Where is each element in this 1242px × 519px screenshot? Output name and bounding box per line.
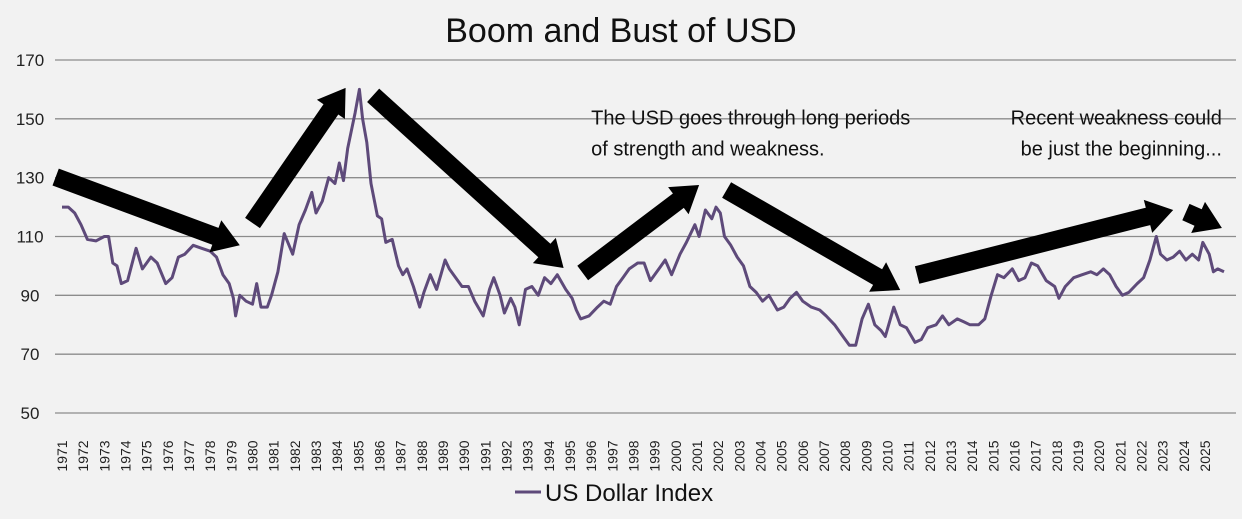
x-tick-label: 1992 (498, 440, 514, 471)
trend-arrow (914, 199, 1174, 284)
x-tick-label: 2004 (752, 440, 768, 471)
x-tick-label: 1984 (329, 440, 345, 471)
annotation-text: be just the beginning... (1021, 139, 1222, 161)
x-tick-label: 1997 (604, 440, 620, 471)
x-tick-label: 2009 (858, 440, 874, 471)
x-tick-label: 2015 (985, 440, 1001, 471)
annotation-text: The USD goes through long periods (591, 108, 910, 130)
annotation-text: Recent weakness could (1011, 108, 1222, 130)
y-tick-label: 70 (21, 345, 40, 364)
x-tick-label: 1988 (414, 440, 430, 471)
x-tick-label: 2017 (1028, 440, 1044, 471)
x-tick-label: 2005 (774, 440, 790, 471)
trend-arrow (1182, 201, 1222, 233)
y-tick-label: 90 (21, 286, 40, 305)
trend-arrow (52, 168, 240, 253)
x-tick-label: 1989 (435, 440, 451, 471)
x-tick-label: 2019 (1070, 440, 1086, 471)
y-tick-label: 110 (16, 228, 43, 247)
x-tick-label: 1974 (117, 440, 133, 471)
x-tick-label: 1977 (181, 440, 197, 471)
y-tick-label: 150 (16, 110, 44, 129)
x-tick-label: 2023 (1155, 440, 1171, 471)
x-tick-label: 1995 (562, 440, 578, 471)
annotation-text: of strength and weakness. (591, 139, 824, 161)
y-tick-label: 170 (16, 51, 44, 70)
x-tick-label: 1971 (54, 440, 70, 471)
x-tick-label: 2016 (1006, 440, 1022, 471)
y-tick-label: 50 (21, 404, 40, 423)
trend-arrow (245, 87, 346, 229)
x-tick-label: 1973 (96, 440, 112, 471)
x-tick-label: 2001 (689, 440, 705, 471)
x-tick-label: 1978 (202, 440, 218, 471)
x-tick-label: 1980 (244, 440, 260, 471)
y-tick-label: 130 (16, 169, 44, 188)
x-tick-label: 1976 (160, 440, 176, 471)
x-tick-label: 1996 (583, 440, 599, 471)
x-tick-label: 2025 (1197, 440, 1213, 471)
x-tick-label: 2013 (943, 440, 959, 471)
x-tick-label: 1981 (266, 440, 282, 471)
x-tick-label: 2002 (710, 440, 726, 471)
x-tick-label: 1999 (647, 440, 663, 471)
series-line-us-dollar-index (62, 87, 1225, 347)
x-tick-label: 1972 (75, 440, 91, 471)
x-tick-label: 2018 (1049, 440, 1065, 471)
x-tick-label: 1975 (139, 440, 155, 471)
x-tick-label: 2020 (1091, 440, 1107, 471)
x-tick-label: 2012 (922, 440, 938, 471)
x-tick-label: 1982 (287, 440, 303, 471)
x-tick-label: 2007 (816, 440, 832, 471)
x-tick-label: 1986 (371, 440, 387, 471)
trend-arrow (722, 182, 901, 292)
x-tick-label: 1979 (223, 440, 239, 471)
trend-arrow (577, 185, 700, 281)
x-tick-label: 1994 (541, 440, 557, 471)
legend: US Dollar Index (515, 480, 713, 507)
x-tick-label: 2024 (1176, 440, 1192, 471)
x-tick-label: 1985 (350, 440, 366, 471)
x-tick-label: 2022 (1133, 440, 1149, 471)
x-tick-label: 2021 (1112, 440, 1128, 471)
x-tick-label: 1990 (456, 440, 472, 471)
x-tick-label: 2011 (901, 441, 917, 471)
x-tick-label: 2008 (837, 440, 853, 471)
x-tick-label: 2010 (879, 440, 895, 471)
chart-title: Boom and Bust of USD (445, 12, 797, 50)
trend-arrow (367, 88, 564, 268)
x-tick-label: 1987 (393, 440, 409, 471)
x-tick-label: 2006 (795, 440, 811, 471)
x-tick-label: 1998 (625, 440, 641, 471)
x-tick-label: 1983 (308, 440, 324, 471)
legend-label: US Dollar Index (545, 480, 713, 507)
x-tick-label: 1993 (520, 440, 536, 471)
x-tick-label: 2000 (668, 440, 684, 471)
x-tick-label: 1991 (477, 440, 493, 471)
x-tick-label: 2014 (964, 440, 980, 471)
x-tick-label: 2003 (731, 440, 747, 471)
